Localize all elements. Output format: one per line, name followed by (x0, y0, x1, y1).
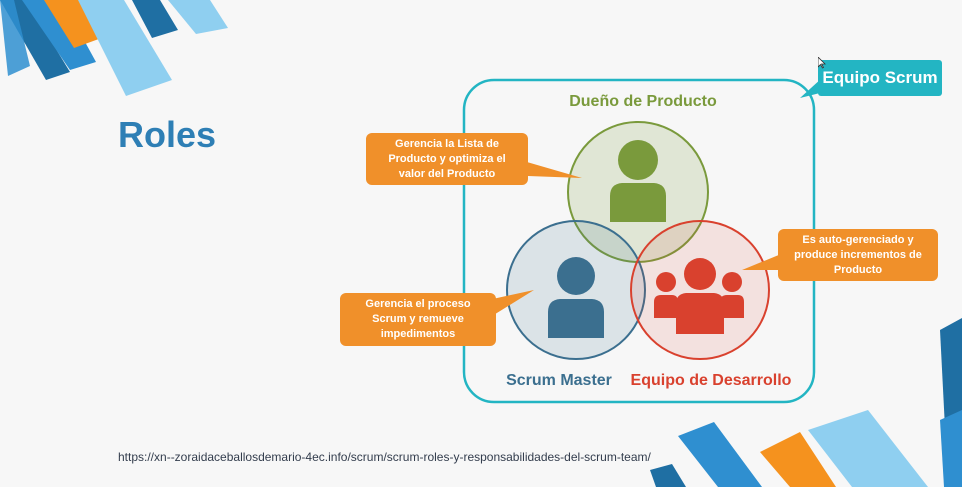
callout-product-owner: Gerencia la Lista de Producto y optimiza… (366, 133, 528, 185)
cursor-icon (818, 57, 826, 69)
callout-scrum-master: Gerencia el proceso Scrum y remueve impe… (340, 293, 496, 346)
callout-dev-pointer (742, 252, 786, 270)
callout-master-pointer (488, 290, 534, 316)
person-icon (610, 140, 666, 222)
dev-team-label: Equipo de Desarrollo (631, 372, 792, 389)
person-icon (548, 257, 604, 338)
scrum-master-label: Scrum Master (506, 372, 612, 389)
slide-title: Roles (118, 114, 217, 155)
callout-owner-pointer (520, 160, 582, 178)
source-url: https://xn--zoraidaceballosdemario-4ec.i… (118, 450, 651, 464)
callout-dev-team: Es auto-gerenciado y produce incrementos… (778, 229, 938, 281)
product-owner-label: Dueño de Producto (569, 93, 717, 110)
group-icon (654, 258, 744, 334)
team-tag: Equipo Scrum (818, 60, 942, 96)
